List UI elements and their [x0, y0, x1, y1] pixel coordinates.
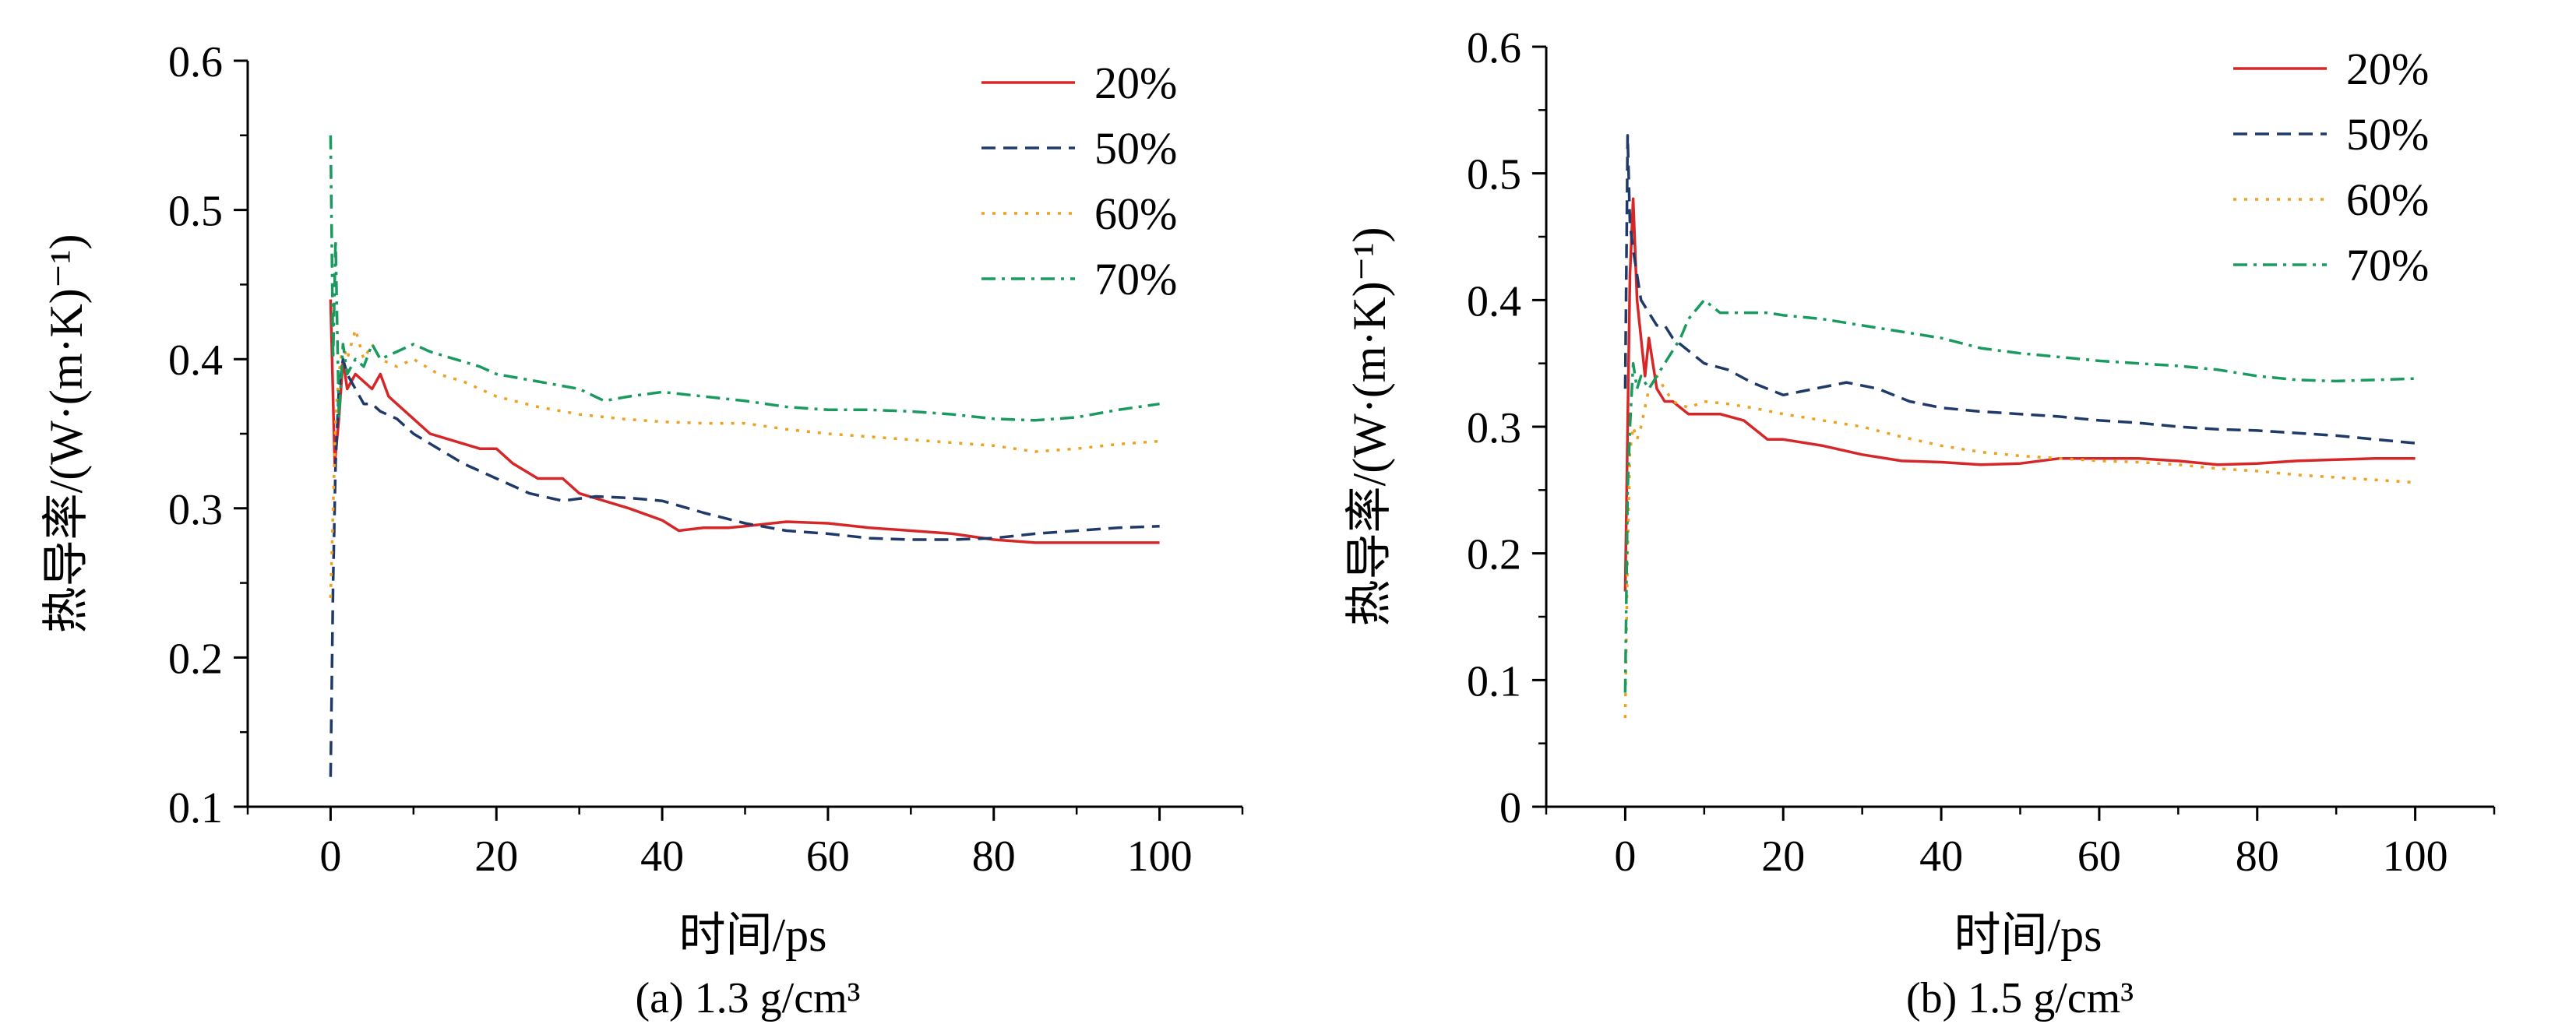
y-axis-label: 热导率/(W·(m·K)⁻¹): [1344, 227, 1395, 627]
y-tick-label: 0: [1499, 784, 1521, 832]
series-line-50pct: [1623, 134, 2416, 445]
panel-a: 0 20 40 60 80 100 0.1 0.2 0.3 0.4 0.5 0.6 时间/ps 热导率/(…: [41, 38, 1244, 1022]
x-tick-label: 40: [640, 832, 684, 881]
series-line-20pct: [1623, 197, 2416, 592]
x-tick-label: 100: [1127, 832, 1193, 881]
x-tick-label: 100: [2383, 832, 2448, 881]
legend-label: 50%: [1094, 123, 1177, 174]
legend-label: 60%: [2346, 174, 2429, 225]
legend-label: 70%: [1094, 254, 1177, 304]
legend-label: 20%: [1094, 58, 1177, 108]
series-line-70pct: [1623, 298, 2416, 693]
x-tick-label: 60: [2077, 832, 2121, 881]
x-axis-label: 时间/ps: [678, 910, 826, 961]
y-tick-label: 0.5: [1467, 151, 1521, 199]
x-axis-label: 时间/ps: [1954, 910, 2102, 961]
series-line-20pct: [329, 299, 1160, 544]
y-tick-label: 0.1: [168, 784, 223, 832]
y-tick-label: 0.6: [168, 38, 223, 86]
y-tick-label: 0.3: [1467, 404, 1521, 452]
y-tick-label: 0.4: [168, 336, 223, 385]
x-tick-label: 80: [2236, 832, 2279, 881]
panel-caption: (a) 1.3 g/cm³: [636, 974, 861, 1022]
x-tick-label: 0: [319, 832, 341, 881]
legend-label: 20%: [2346, 44, 2429, 94]
y-tick-label: 0.1: [1467, 657, 1521, 706]
y-tick-label: 0.4: [1467, 277, 1521, 325]
series-line-70pct: [329, 135, 1160, 422]
panel-caption: (b) 1.5 g/cm³: [1906, 974, 2134, 1022]
legend-label: 50%: [2346, 109, 2429, 160]
series-line-60pct: [329, 328, 1160, 598]
legend-label: 70%: [2346, 240, 2429, 290]
y-tick-label: 0.6: [1467, 24, 1521, 72]
x-tick-label: 40: [1919, 832, 1963, 881]
x-tick-label: 60: [806, 832, 850, 881]
y-tick-label: 0.2: [168, 635, 223, 683]
y-tick-label: 0.3: [168, 486, 223, 534]
y-tick-label: 0.2: [1467, 531, 1521, 579]
series-line-60pct: [1623, 375, 2416, 719]
series-line-50pct: [329, 357, 1160, 777]
y-tick-label: 0.5: [168, 188, 223, 236]
x-tick-label: 0: [1614, 832, 1636, 881]
legend-label: 60%: [1094, 188, 1177, 239]
x-tick-label: 80: [972, 832, 1016, 881]
panel-b: 0 20 40 60 80 100 0 0.1 0.2 0.3 0.4 0.5 0.6 时间/ps 热导率/…: [1344, 24, 2496, 1022]
x-tick-label: 20: [1761, 832, 1805, 881]
y-axis-label: 热导率/(W·(m·K)⁻¹): [41, 234, 92, 634]
x-tick-label: 20: [474, 832, 518, 881]
